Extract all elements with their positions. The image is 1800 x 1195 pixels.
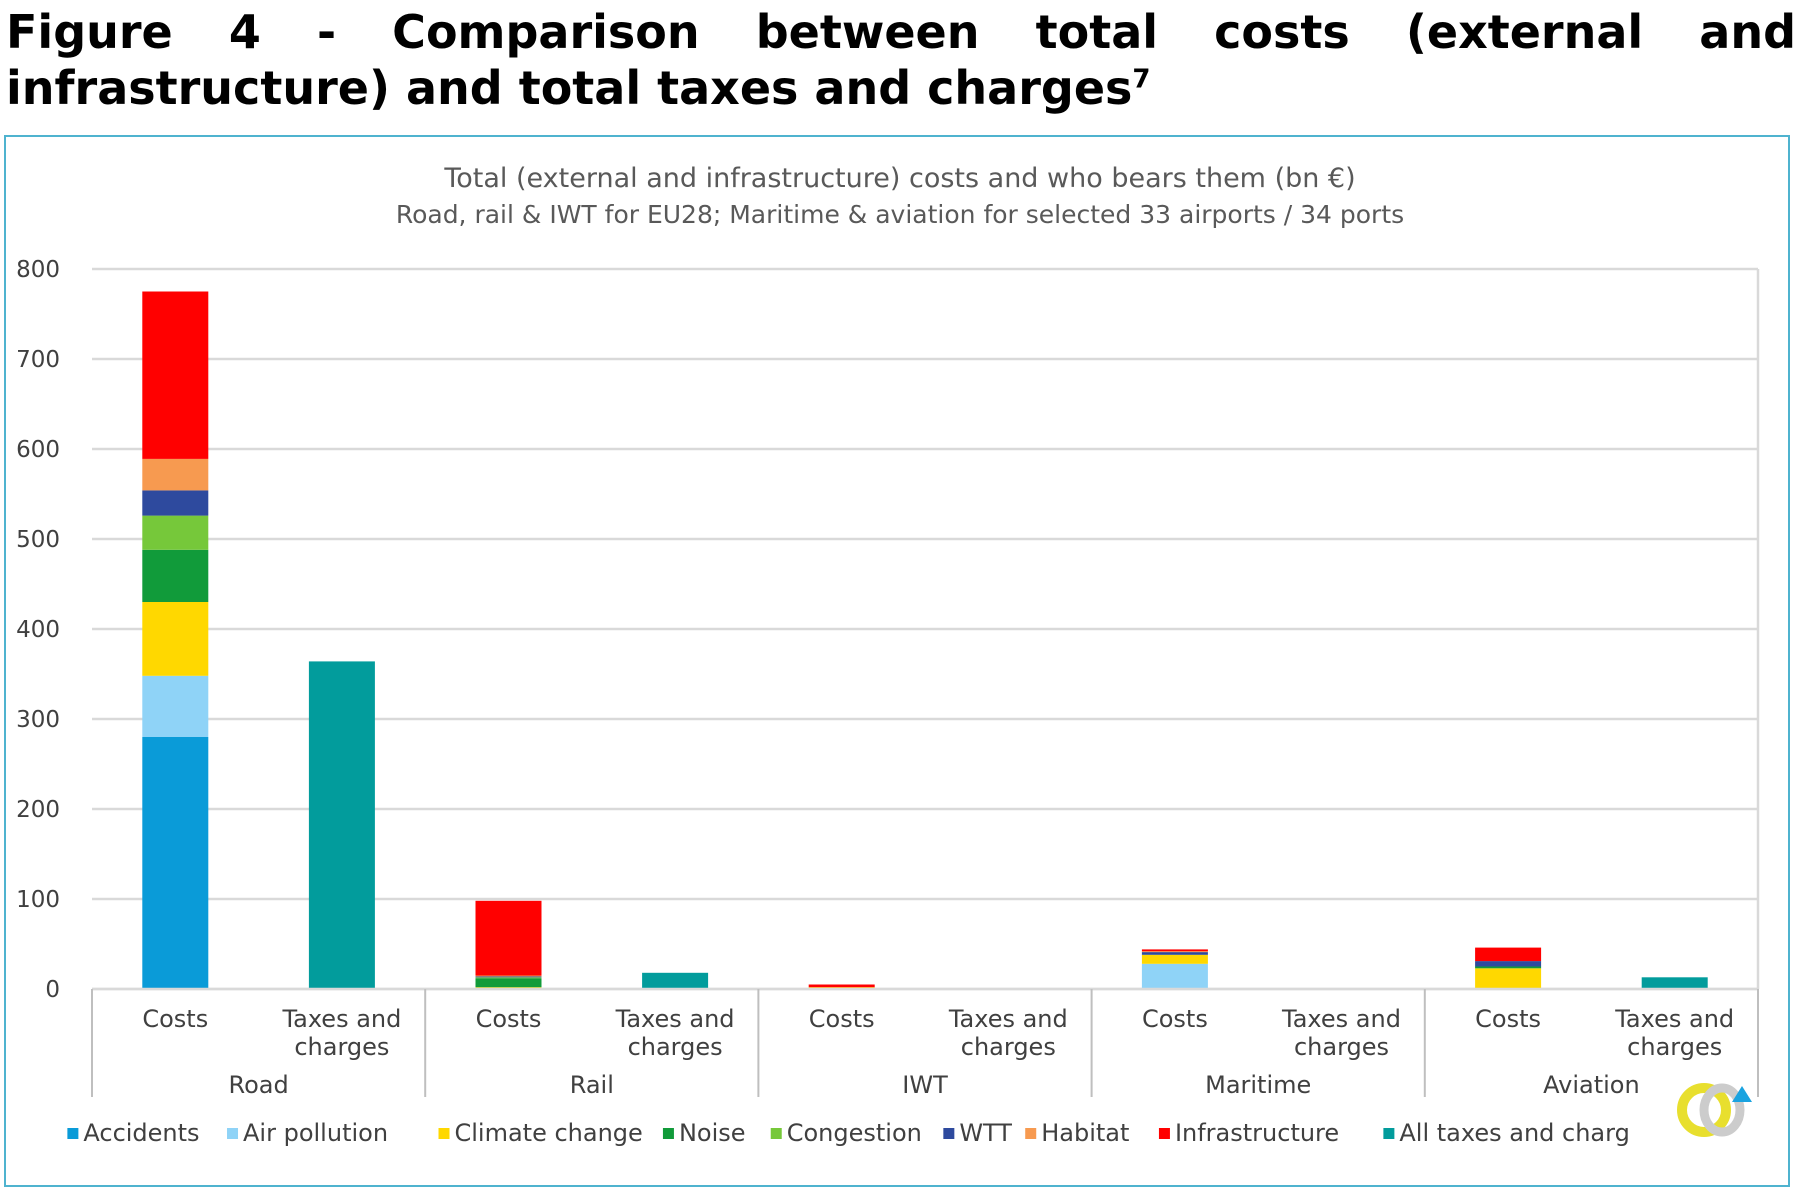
bar-segment: [142, 458, 209, 491]
bar-segment: [475, 987, 542, 989]
x-tick-label: Taxes and charges: [615, 1005, 735, 1061]
legend: Accidents Air pollution Climate change Nois…: [67, 1119, 1630, 1147]
legend-label: Infrastructure: [1175, 1119, 1339, 1147]
x-tick-label: Taxes and charges: [948, 1005, 1068, 1061]
y-axis-ticks: 0 100 200 300 400 500 600 700 800: [16, 257, 60, 1003]
y-tick-label: 600: [16, 437, 60, 463]
bar-segment: [475, 975, 542, 977]
x-tick-label: Costs: [476, 1005, 542, 1033]
y-tick-label: 400: [16, 617, 60, 643]
legend-swatch: [943, 1128, 955, 1139]
bar-segment: [1141, 963, 1208, 989]
x-tick-label: Costs: [1475, 1005, 1541, 1033]
bar-segment: [1141, 952, 1208, 955]
bar-segment: [1141, 954, 1208, 964]
group-label: Aviation: [1543, 1071, 1640, 1099]
bar-segment: [142, 490, 209, 516]
y-tick-label: 500: [16, 527, 60, 553]
legend-swatch: [438, 1128, 450, 1139]
bar-segment: [142, 737, 209, 989]
group-label: Maritime: [1205, 1071, 1311, 1099]
x-tick-label: Costs: [1142, 1005, 1208, 1033]
group-label: IWT: [902, 1071, 948, 1099]
y-tick-label: 700: [16, 347, 60, 373]
bar-segment: [475, 978, 542, 988]
bar-segment: [1475, 968, 1542, 989]
figure-heading: Figure 4 - Comparison between total cost…: [6, 4, 1796, 116]
bar-segment: [142, 602, 209, 676]
bar-segment: [808, 987, 875, 989]
legend-swatch: [662, 1128, 674, 1139]
bar-segment: [808, 984, 875, 988]
x-tick-label: Costs: [809, 1005, 875, 1033]
bar-segment: [1475, 961, 1542, 967]
bars: [142, 291, 1708, 989]
bar-segment: [1641, 977, 1708, 989]
group-label: Rail: [570, 1071, 614, 1099]
legend-label: Accidents: [83, 1119, 199, 1147]
bar-segment: [475, 900, 542, 976]
bar-segment: [308, 661, 375, 989]
x-tick-label: Taxes and charges: [1281, 1005, 1401, 1061]
legend-label: Habitat: [1041, 1119, 1129, 1147]
bar-segment: [1141, 951, 1208, 953]
footnote-marker: 7: [1132, 64, 1151, 95]
legend-swatch: [770, 1128, 782, 1139]
legend-label: Congestion: [787, 1119, 922, 1147]
figure-heading-text: Figure 4 - Comparison between total cost…: [6, 5, 1796, 115]
bar-segment: [642, 972, 709, 989]
legend-label: Air pollution: [243, 1119, 388, 1147]
x-tick-label: Costs: [142, 1005, 208, 1033]
group-label: Road: [228, 1071, 288, 1099]
bar-segment: [475, 976, 542, 978]
legend-swatch: [1158, 1128, 1170, 1139]
bar-segment: [1475, 966, 1542, 969]
bar-segment: [142, 549, 209, 602]
x-tick-label: Taxes and charges: [281, 1005, 401, 1061]
chart-title: Total (external and infrastructure) cost…: [443, 163, 1355, 194]
legend-swatch: [1025, 1128, 1037, 1139]
legend-swatch: [1383, 1128, 1395, 1139]
x-tick-label: Taxes and charges: [1614, 1005, 1734, 1061]
chart-frame: Total (external and infrastructure) cost…: [4, 135, 1790, 1187]
legend-swatch: [67, 1128, 79, 1139]
y-tick-label: 200: [16, 797, 60, 823]
legend-label: WTT: [959, 1119, 1012, 1147]
x-axis: Costs Taxes and charges Costs Taxes and charg…: [91, 987, 1759, 1099]
bar-segment: [1475, 947, 1542, 962]
bar-segment: [142, 515, 209, 550]
y-tick-label: 300: [16, 707, 60, 733]
legend-label: Noise: [679, 1119, 746, 1147]
bar-segment: [1141, 949, 1208, 952]
y-tick-label: 100: [16, 887, 60, 913]
y-tick-label: 800: [16, 257, 60, 283]
legend-swatch: [227, 1128, 239, 1139]
stacked-bar-chart: Total (external and infrastructure) cost…: [16, 163, 1760, 1147]
chart-subtitle: Road, rail & IWT for EU28; Maritime & av…: [396, 200, 1404, 229]
legend-label: All taxes and charg: [1399, 1119, 1629, 1147]
bar-segment: [142, 291, 209, 459]
legend-label: Climate change: [455, 1119, 643, 1147]
bar-segment: [142, 675, 209, 737]
bar-segment: [475, 977, 542, 979]
y-tick-label: 0: [45, 977, 60, 1003]
ce-delft-logo: [1677, 1083, 1752, 1137]
